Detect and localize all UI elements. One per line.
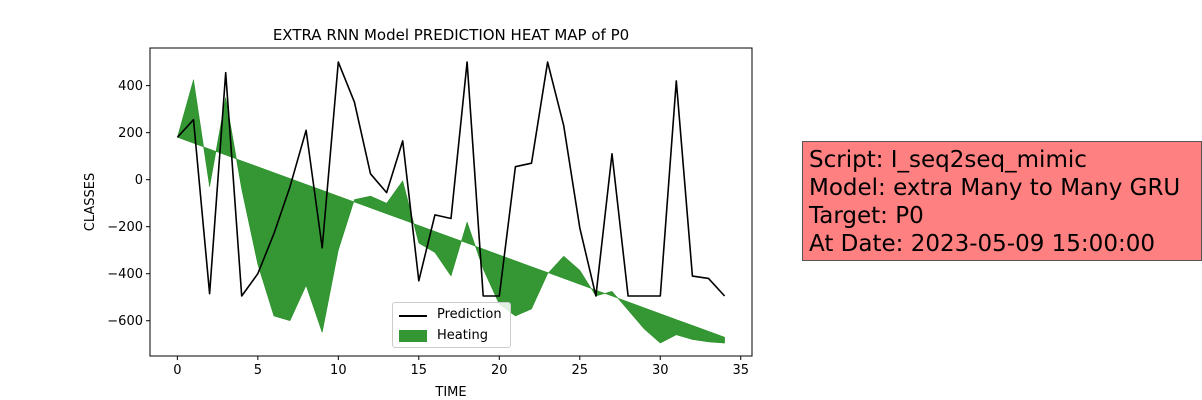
x-tick-label: 30 xyxy=(652,363,669,378)
prediction-line xyxy=(176,61,726,297)
info-annotation-box: Script: I_seq2seq_mimic Model: extra Man… xyxy=(802,141,1202,261)
plot-area xyxy=(176,61,726,344)
y-axis-label: CLASSES xyxy=(83,173,98,231)
legend-label-heating: Heating xyxy=(437,328,488,343)
y-tick-label: −400 xyxy=(107,267,143,282)
x-tick-label: 5 xyxy=(254,363,262,378)
x-tick-label: 10 xyxy=(330,363,347,378)
x-tick-label: 0 xyxy=(173,363,181,378)
y-tick-label: 0 xyxy=(135,173,143,188)
x-tick-label: 20 xyxy=(491,363,508,378)
legend-swatch-prediction xyxy=(399,315,427,317)
y-tick-label: 400 xyxy=(118,79,143,94)
info-date-line: At Date: 2023-05-09 15:00:00 xyxy=(809,231,1155,257)
x-tick-label: 25 xyxy=(571,363,588,378)
legend-swatch-heating xyxy=(399,330,427,342)
heating-area xyxy=(177,79,725,344)
legend-label-prediction: Prediction xyxy=(437,307,502,322)
x-tick-label: 15 xyxy=(411,363,428,378)
info-target-line: Target: P0 xyxy=(809,203,924,229)
info-model-line: Model: extra Many to Many GRU xyxy=(809,175,1181,201)
axes: 0 5 10 15 20 25 30 35 −600 −400 −200 0 200 400 xyxy=(107,79,749,378)
axes-frame xyxy=(149,47,753,357)
y-tick-label: −600 xyxy=(107,314,143,329)
legend: Prediction Heating xyxy=(392,302,511,348)
x-axis-label: TIME xyxy=(434,385,466,400)
y-tick-label: 200 xyxy=(118,126,143,141)
info-script-line: Script: I_seq2seq_mimic xyxy=(809,147,1087,173)
x-tick-label: 35 xyxy=(732,363,749,378)
y-tick-label: −200 xyxy=(107,220,143,235)
chart-title: EXTRA RNN Model PREDICTION HEAT MAP of P… xyxy=(273,26,629,44)
